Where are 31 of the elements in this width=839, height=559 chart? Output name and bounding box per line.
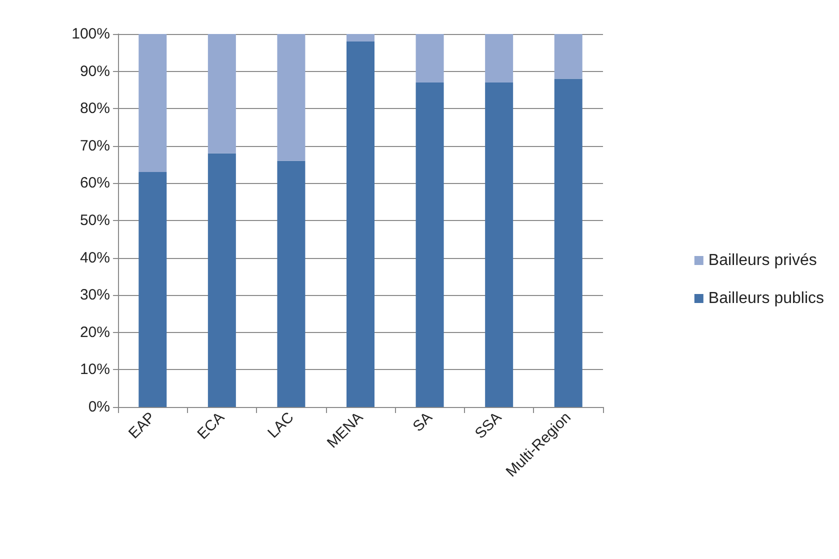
bar [554, 78, 582, 407]
legend-label: Bailleurs privés [708, 252, 817, 269]
bar [208, 153, 236, 407]
y-tick-label: 70% [80, 137, 110, 154]
x-tick-label: ECA [194, 408, 228, 443]
bar [277, 160, 306, 407]
y-tick-label: 30% [80, 286, 110, 304]
x-tick-label: LAC [264, 408, 298, 442]
bar [416, 34, 444, 82]
bar [485, 34, 514, 82]
bar [346, 34, 374, 42]
bar [416, 82, 444, 407]
y-tick-label: 100% [72, 26, 110, 42]
bar [277, 34, 306, 161]
y-tick-label: 90% [80, 62, 110, 80]
bar [346, 41, 374, 407]
x-tick-label: SSA [472, 408, 506, 442]
y-tick-label: 50% [80, 212, 110, 229]
y-tick-label: 20% [80, 324, 110, 341]
legend-label: Bailleurs publics [708, 290, 824, 307]
bar [554, 34, 582, 79]
bar [138, 34, 167, 172]
y-tick-label: 0% [88, 398, 110, 416]
y-tick-label: 10% [80, 361, 110, 378]
bar [138, 172, 167, 407]
bar [485, 82, 514, 407]
x-tick-label: SA [410, 408, 436, 436]
bar [208, 34, 236, 154]
y-tick-label: 40% [80, 249, 110, 266]
y-tick-label: 60% [80, 174, 110, 192]
y-tick-label: 80% [80, 100, 110, 118]
